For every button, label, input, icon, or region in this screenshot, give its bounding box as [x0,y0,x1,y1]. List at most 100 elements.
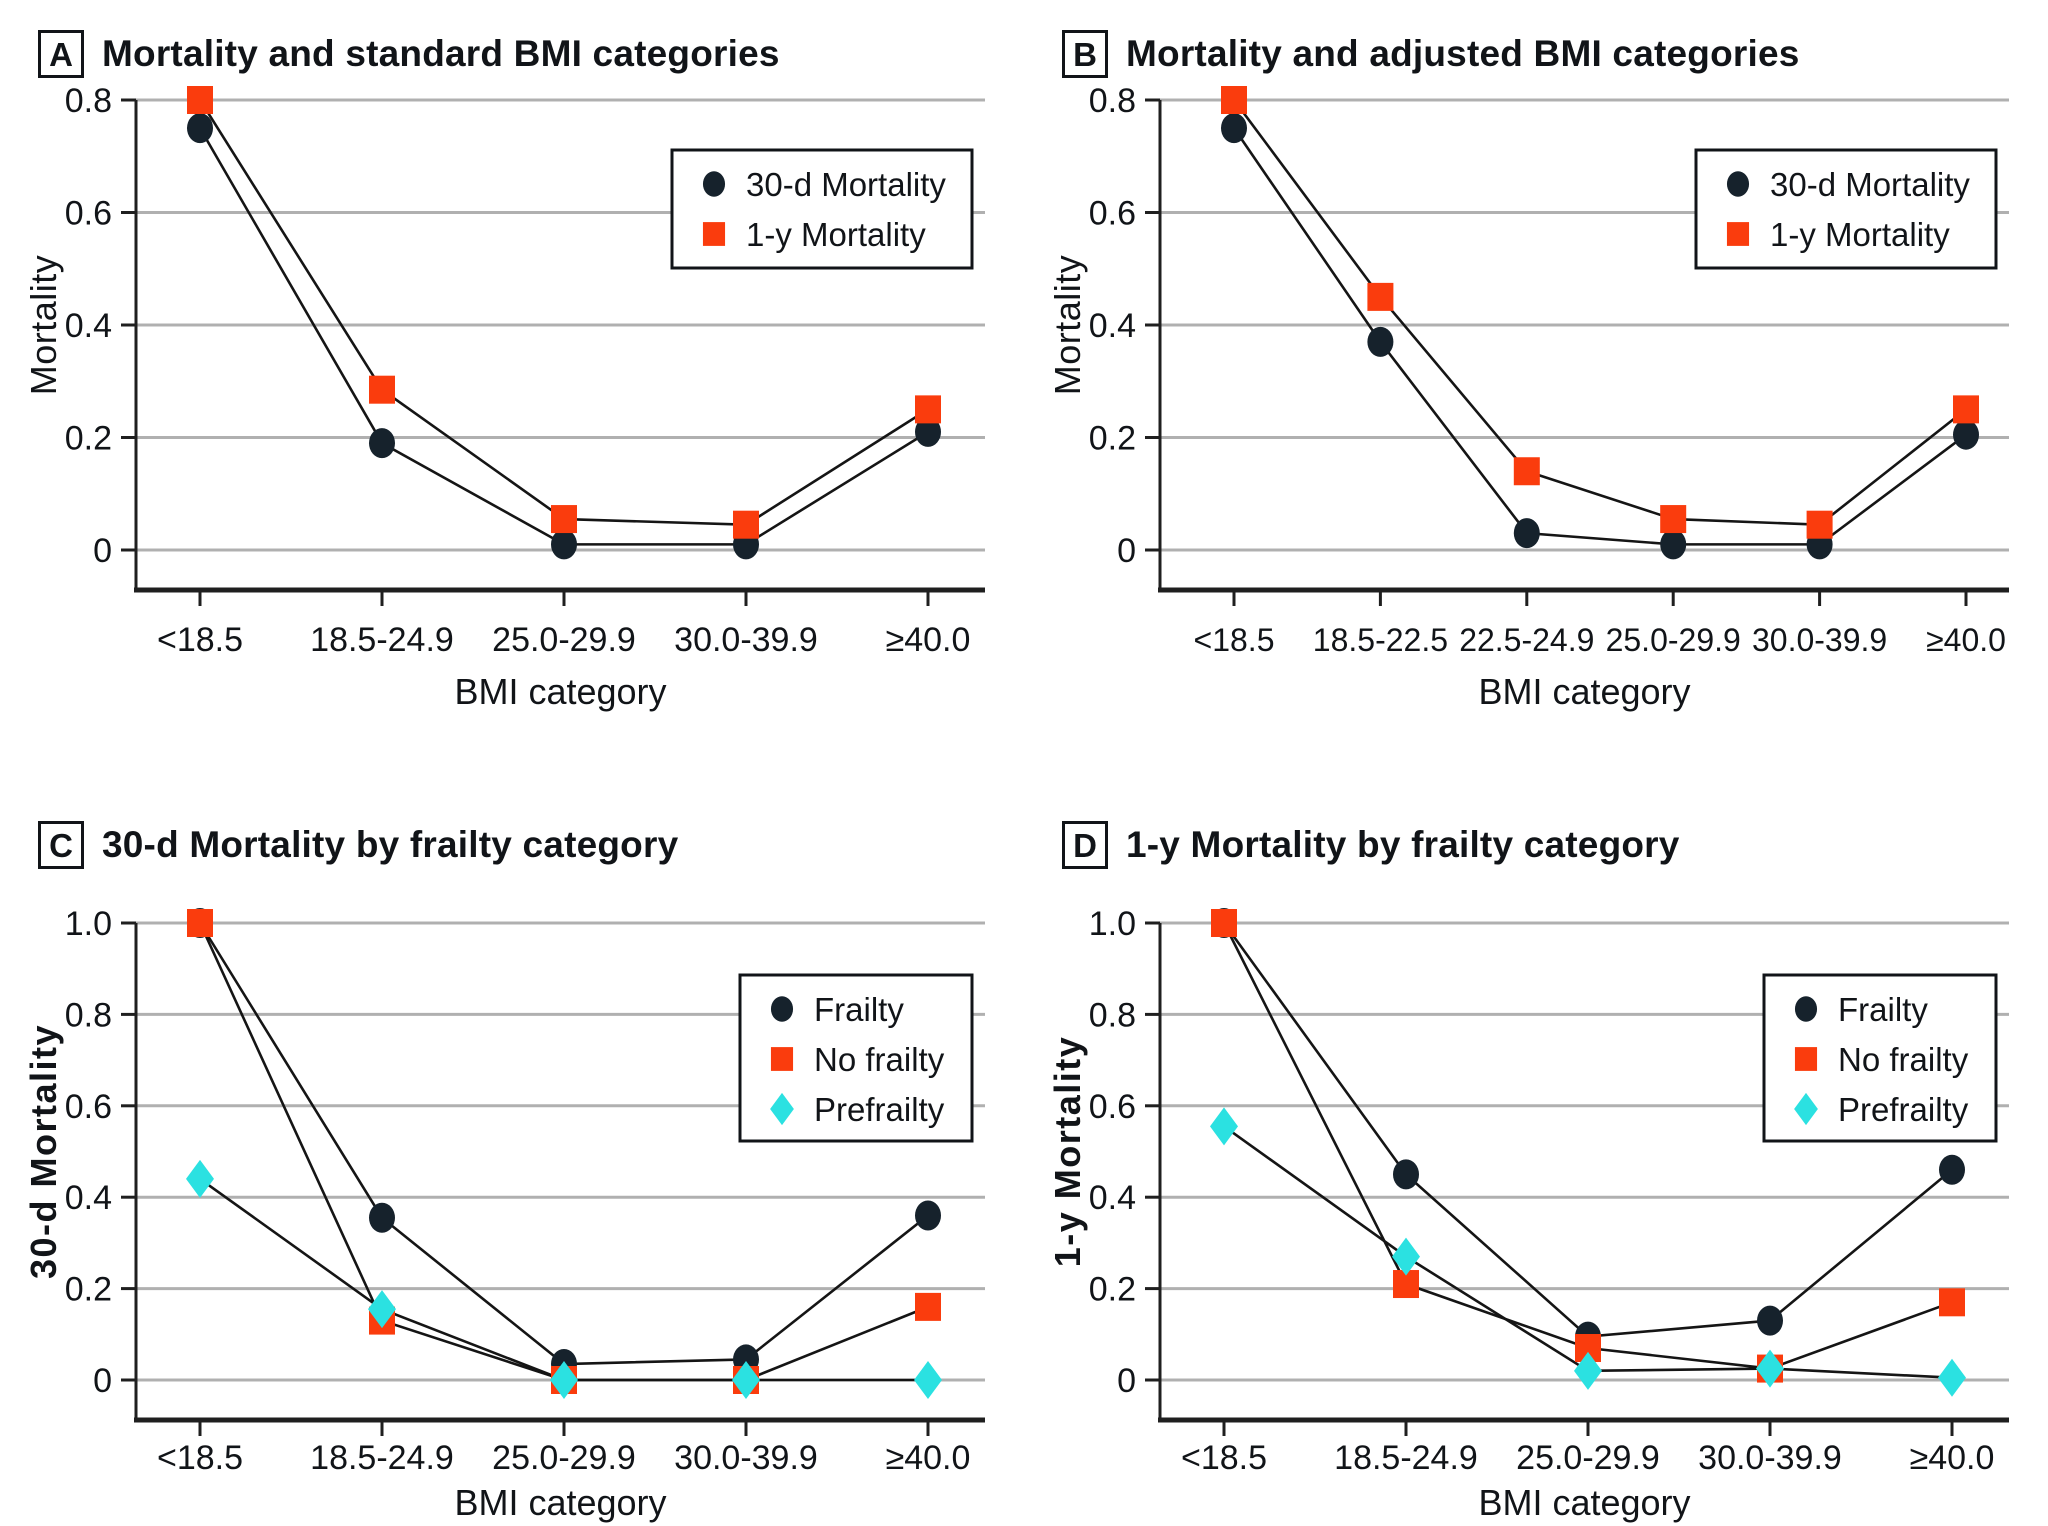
point-prefrailty [914,1361,942,1399]
x-axis-title: BMI category [454,671,666,712]
y-tick-label: 0.6 [65,195,112,233]
series-markers [1221,86,1979,560]
point-30-d-mortality [187,113,213,144]
point-frailty [1757,1305,1783,1336]
legend-label: Prefrailty [1838,1091,1969,1128]
point-prefrailty [186,1159,214,1198]
point-1-y-mortality [1953,395,1979,424]
legend-box [670,148,974,270]
point-prefrailty [1938,1358,1966,1397]
y-axis-title: Mortality [1047,255,1088,396]
y-tick-label: 0.8 [65,996,112,1034]
point-1-y-mortality [1513,457,1540,486]
legend: 30-d Mortality 1-y Mortality [670,148,974,270]
y-tick-labels: 0 0.2 0.4 0.6 0.8 [65,82,136,570]
panel-d: D 1-y Mortality by frailty category 0 0.2… [1024,763,2048,1526]
point-1-y-mortality [733,510,759,539]
x-tick-label: 18.5-24.9 [310,1439,454,1477]
x-tick-label: ≥40.0 [886,1439,971,1477]
x-tick-label: 18.5-24.9 [1334,1439,1478,1477]
series-markers [186,908,942,1399]
point-prefrailty [1210,1107,1238,1146]
panel-d-letter-badge: D [1062,821,1108,869]
x-tick-labels: <18.5 18.5-24.9 25.0-29.9 30.0-39.9 ≥40.0 [157,590,970,659]
y-tick-label: 0.6 [1089,195,1136,233]
y-tick-label: 0.2 [65,420,112,458]
legend-marker-diamond [770,1092,794,1126]
point-1-y-mortality [369,375,395,404]
x-tick-label: 18.5-24.9 [310,621,454,659]
x-tick-label: 25.0-29.9 [1516,1439,1660,1477]
x-tick-label: <18.5 [157,621,243,659]
point-1-y-mortality [1660,505,1687,534]
legend-marker-square [1794,1047,1818,1071]
x-tick-label: 30.0-39.9 [674,621,818,659]
y-tick-label: 0 [1117,1362,1136,1400]
x-tick-label: 30.0-39.9 [1698,1439,1842,1477]
x-tick-label: ≥40.0 [886,621,971,659]
panel-b-title: Mortality and adjusted BMI categories [1126,33,1800,74]
chart-svg-B: 0 0.2 0.4 0.6 0.8 <18.5 18.5-22.5 22.5-24.9 25.0… [1047,82,2009,712]
legend-marker-circle [1794,996,1818,1022]
panel-d-title: 1-y Mortality by frailty category [1126,824,1680,865]
point-1-y-mortality [1806,510,1833,539]
legend-marker-square [1726,222,1750,246]
x-tick-label: 25.0-29.9 [492,621,636,659]
legend-marker-square [770,1047,794,1071]
point-no-frailty [1939,1288,1965,1317]
y-tick-label: 0 [93,1362,112,1400]
y-tick-labels: 0 0.2 0.4 0.6 0.8 [1089,82,1160,570]
point-30-d-mortality [1221,113,1247,144]
axes [134,923,985,1423]
y-tick-label: 1.0 [65,905,112,943]
line-30-d-mortality [1232,127,1967,546]
series-lines [1232,99,1967,546]
panel-c-title: 30-d Mortality by frailty category [102,824,679,865]
y-tick-label: 0.4 [65,307,112,345]
y-tick-labels: 0 0.2 0.4 0.6 0.8 1.0 [65,905,136,1400]
panel-c: C 30-d Mortality by frailty category 0 0.… [0,763,1024,1526]
legend-label: Prefrailty [814,1091,945,1128]
point-30-d-mortality [1660,529,1687,560]
y-tick-label: 0.4 [1089,307,1136,345]
x-tick-label: 22.5-24.9 [1459,622,1594,658]
y-axis-title: 30-d Mortality [23,1024,64,1279]
y-tick-label: 0 [93,532,112,570]
legend-marker-circle [770,996,794,1022]
y-tick-labels: 0 0.2 0.4 0.6 0.8 1.0 [1089,905,1160,1400]
panel-a-title: Mortality and standard BMI categories [102,33,780,74]
point-1-y-mortality [1367,282,1394,311]
x-tick-label: 30.0-39.9 [674,1439,818,1477]
panel-b-header: B Mortality and adjusted BMI categories [1062,30,1800,78]
legend: Frailty No frailty Prefrailty [1762,973,1998,1143]
x-axis-title: BMI category [454,1482,666,1523]
legend-label: 30-d Mortality [1770,166,1970,203]
panel-d-header: D 1-y Mortality by frailty category [1062,821,1680,869]
point-prefrailty [550,1361,578,1399]
x-tick-labels: <18.5 18.5-24.9 25.0-29.9 30.0-39.9 ≥40.0 [157,1420,970,1477]
x-tick-label: <18.5 [157,1439,243,1477]
y-tick-label: 0.8 [1089,996,1136,1034]
x-tick-label: <18.5 [1181,1439,1267,1477]
point-prefrailty [368,1290,396,1329]
y-tick-label: 0.2 [1089,420,1136,458]
y-tick-label: 1.0 [1089,905,1136,943]
legend-marker-circle [702,171,726,197]
legend: Frailty No frailty Prefrailty [738,973,974,1143]
x-tick-label: 30.0-39.9 [1752,622,1887,658]
line-1-y-mortality [1232,99,1967,527]
point-1-y-mortality [915,395,941,424]
chart-svg-D: 0 0.2 0.4 0.6 0.8 1.0 <18.5 18.5-24.9 25.0-29.9 3… [1047,905,2009,1523]
x-tick-label: 18.5-22.5 [1313,622,1448,658]
point-frailty [915,1200,941,1231]
panel-a-letter-badge: A [38,30,84,78]
y-axis-title: 1-y Mortality [1047,1036,1088,1268]
legend-label: 30-d Mortality [746,166,946,203]
y-tick-label: 0 [1117,532,1136,570]
point-prefrailty [1756,1349,1784,1388]
y-tick-label: 0.2 [65,1271,112,1309]
y-tick-label: 0.8 [65,82,112,120]
x-tick-label: 25.0-29.9 [492,1439,636,1477]
panel-b-letter-badge: B [1062,30,1108,78]
